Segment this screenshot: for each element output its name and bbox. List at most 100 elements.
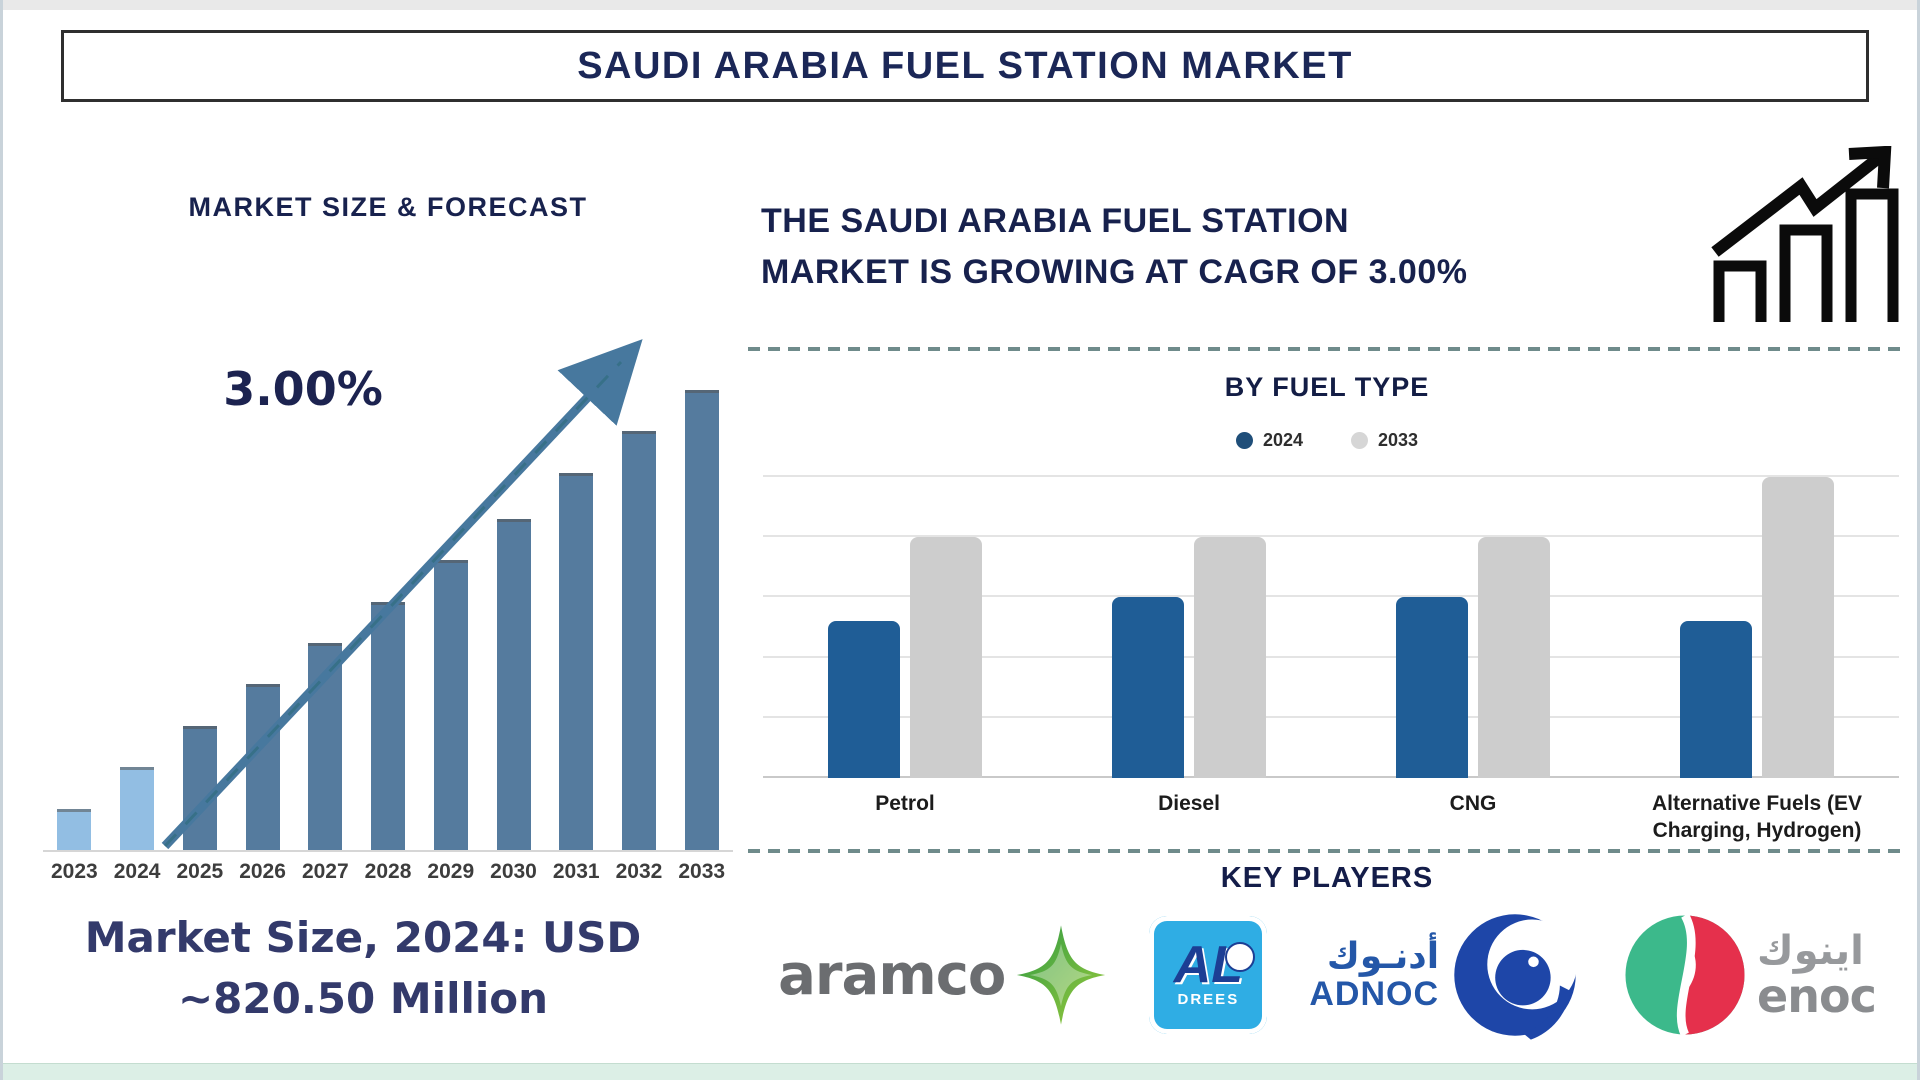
gridline-0 (763, 776, 1899, 778)
market-year-axis: 2023 2024 2025 2026 2027 2028 2029 2030 2031 2032… (43, 860, 733, 884)
adnoc-logo: أدنـوك ADNOC (1309, 909, 1581, 1041)
enoc-arabic-text: اينوك (1757, 927, 1864, 974)
market-bar-2026 (245, 684, 280, 850)
fuel-bar-2024-2 (1112, 597, 1184, 778)
year-label-2025: 2025 (176, 860, 224, 883)
aldrees-wordmark-drees: DREES (1177, 990, 1240, 1008)
year-label-2028: 2028 (364, 860, 412, 883)
key-players-heading: KEY PLAYERS (1220, 862, 1434, 894)
market-size-note-line1: Market Size, 2024: USD (84, 913, 642, 962)
aldrees-seal-icon (1225, 942, 1256, 972)
legend-dot-2033 (1351, 432, 1368, 449)
market-bar-slot-2024 (106, 390, 169, 850)
fuel-bar-2024-3 (1396, 597, 1468, 778)
legend-dot-2024 (1235, 432, 1253, 449)
market-bar-2025 (182, 725, 217, 850)
cagr-headline: THE SAUDI ARABIA FUEL STATION MARKET IS … (761, 196, 1731, 298)
year-label-2023: 2023 (51, 860, 98, 883)
enoc-logo: اينوك enoc (1623, 913, 1877, 1037)
market-bar-2031 (559, 472, 594, 850)
fuel-bar-groups (763, 477, 1899, 778)
fuel-group-4 (1615, 477, 1899, 778)
fuel-category-label-2: Diesel (1158, 792, 1220, 815)
year-label-2024: 2024 (113, 860, 161, 883)
cagr-headline-line2: MARKET IS GROWING AT CAGR OF 3.00% (761, 253, 1468, 291)
market-bar-slot-2026 (231, 390, 294, 850)
gridline-20 (763, 715, 1899, 718)
fuel-bar-2033-1 (910, 537, 982, 778)
by-fuel-type-heading: BY FUEL TYPE (1224, 372, 1430, 402)
year-label-2033: 2033 (678, 860, 726, 883)
bottom-border-strip (3, 1063, 1917, 1080)
market-bar-2024 (120, 767, 155, 850)
enoc-latin-text: enoc (1757, 968, 1877, 1023)
title-banner: SAUDI ARABIA FUEL STATION MARKET (61, 30, 1869, 102)
market-size-bar-chart (43, 390, 733, 852)
gridline-80 (763, 535, 1899, 538)
fuel-bar-2024-4 (1680, 621, 1752, 778)
market-bar-slot-2031 (545, 390, 608, 850)
market-bar-2033 (684, 390, 719, 850)
fuel-bar-2024-1 (828, 621, 900, 778)
fuel-chart-legend: 2024 2033 (748, 430, 1906, 451)
market-bar-slot-2023 (43, 390, 106, 850)
fuel-group-2 (1047, 477, 1331, 778)
aramco-star-icon (1017, 925, 1106, 1025)
legend-item-2033: 2033 (1351, 430, 1418, 451)
market-bar-2032 (621, 431, 656, 850)
fuel-bar-2033-3 (1478, 537, 1550, 778)
market-bar-2023 (57, 808, 92, 850)
year-label-2029: 2029 (427, 860, 475, 883)
cagr-value-label: 3.00% (223, 362, 383, 416)
gridline-100 (763, 475, 1899, 477)
year-label-2030: 2030 (490, 860, 537, 883)
market-bar-slot-2030 (482, 390, 545, 850)
fuel-category-label-1: Petrol (875, 792, 935, 815)
adnoc-latin-text: ADNOC (1309, 975, 1440, 1014)
fuel-category-label-3: CNG (1449, 792, 1497, 815)
legend-label-2033: 2033 (1378, 430, 1419, 450)
legend-label-2024: 2024 (1262, 430, 1303, 450)
fuel-category-label-4: Alternative Fuels (EV Charging, Hydrogen… (1651, 792, 1863, 843)
market-bar-2030 (496, 518, 531, 850)
year-label-2026: 2026 (239, 860, 286, 883)
market-bar-2027 (308, 643, 343, 850)
separator-dashed-bottom (748, 849, 1906, 853)
aramco-wordmark: aramco (778, 942, 1006, 1008)
fuel-category-axis: Petrol Diesel CNG Alternative Fuels (EV Cha… (763, 790, 1899, 845)
year-label-2027: 2027 (301, 860, 349, 883)
enoc-emblem-icon (1625, 913, 1745, 1037)
fuel-group-1 (763, 477, 1047, 778)
legend-item-2024: 2024 (1235, 430, 1303, 451)
adnoc-falcon-icon (1454, 914, 1578, 1040)
aldrees-logo: AL DREES (1149, 916, 1268, 1034)
market-bar-2029 (433, 560, 468, 850)
market-size-note-line2: ~820.50 Million (177, 973, 549, 1023)
market-bar-slot-2033 (670, 390, 733, 850)
fuel-group-3 (1331, 477, 1615, 778)
separator-dashed-top (748, 347, 1906, 351)
page-title: SAUDI ARABIA FUEL STATION MARKET (577, 44, 1353, 87)
top-border-strip (3, 0, 1917, 10)
market-bar-slot-2029 (419, 390, 482, 850)
gridline-60 (763, 595, 1899, 598)
market-bar-slot-2032 (608, 390, 671, 850)
market-size-forecast-heading: MARKET SIZE & FORECAST (188, 192, 588, 222)
market-bar-slot-2028 (357, 390, 420, 850)
market-bar-2028 (371, 601, 406, 850)
enoc-wordmark: اينوك enoc (1757, 927, 1877, 1023)
growth-chart-icon (1711, 146, 1899, 322)
fuel-bar-2033-2 (1194, 537, 1266, 778)
fuel-bar-2033-4 (1762, 477, 1834, 778)
market-bar-slot-2027 (294, 390, 357, 850)
aramco-logo: aramco (778, 923, 1107, 1027)
market-size-note: Market Size, 2024: USD ~820.50 Million (28, 908, 698, 1030)
gridline-40 (763, 655, 1899, 658)
market-bars (43, 390, 733, 852)
adnoc-wordmark: أدنـوك ADNOC (1309, 935, 1440, 1014)
market-bar-slot-2025 (168, 390, 231, 850)
fuel-type-bar-chart (763, 475, 1899, 778)
adnoc-arabic-text: أدنـوك (1326, 935, 1440, 977)
key-players-logos: aramco AL DREES أدنـوك ADNOC (748, 900, 1906, 1050)
